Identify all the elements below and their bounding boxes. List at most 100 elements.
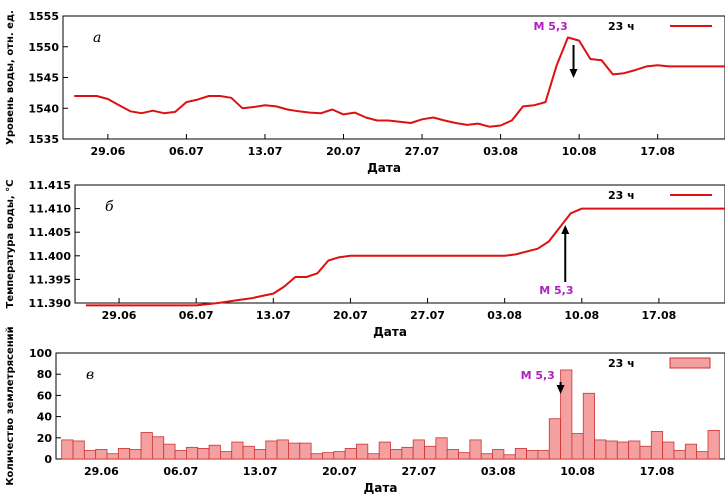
panel-letter: а (93, 30, 101, 46)
bar (344, 447, 357, 460)
y-tick-label: 20 (37, 432, 53, 445)
bar (151, 436, 165, 460)
y-tick-label: 100 (29, 347, 52, 360)
bar (480, 453, 493, 460)
bar (548, 418, 561, 460)
bar (333, 451, 346, 460)
bar (140, 432, 153, 460)
x-tick-label: 27.07 (405, 145, 440, 158)
x-tick-label: 17.08 (640, 465, 675, 478)
bar (163, 443, 176, 460)
bar (662, 441, 675, 460)
bar (560, 369, 573, 460)
x-tick-label: 20.07 (326, 145, 361, 158)
bar (684, 443, 698, 460)
y-tick-label: 1535 (28, 133, 59, 146)
annotation-label: M 5,3 (521, 369, 555, 382)
y-axis-label: Температура воды, °С (5, 179, 16, 308)
y-tick-label: 1555 (28, 10, 59, 23)
bar (367, 453, 380, 460)
bar (582, 392, 596, 460)
y-tick-label: 0 (44, 453, 52, 466)
bar (628, 440, 641, 460)
bar (390, 449, 403, 460)
series-line (74, 36, 725, 128)
annotation-label: M 5,3 (534, 20, 568, 33)
x-tick-label: 13.07 (243, 465, 278, 478)
bar (424, 445, 437, 460)
y-tick-label: 11.400 (29, 250, 72, 263)
bar (208, 444, 221, 460)
bar (571, 433, 584, 460)
x-tick-label: 10.08 (560, 465, 595, 478)
x-tick-label: 10.08 (562, 145, 597, 158)
bar (412, 439, 425, 460)
y-tick-label: 11.410 (29, 203, 72, 216)
x-tick-label: 17.08 (641, 309, 676, 322)
legend-label: 23 ч (608, 189, 635, 202)
y-tick-label: 11.395 (29, 273, 71, 286)
x-tick-label: 27.07 (401, 465, 436, 478)
legend-label: 23 ч (608, 357, 635, 370)
bar (605, 440, 618, 460)
bar (322, 452, 335, 460)
x-tick-label: 06.07 (163, 465, 198, 478)
y-tick-label: 40 (37, 411, 53, 424)
legend-swatch (669, 357, 711, 369)
bar (514, 447, 527, 460)
y-tick-label: 1545 (28, 72, 59, 85)
bar (356, 443, 369, 460)
x-axis-label: Дата (367, 161, 401, 175)
bar (435, 437, 448, 460)
y-tick-label: 80 (37, 368, 53, 381)
bar (594, 439, 607, 460)
bar (310, 453, 323, 460)
x-axis-label: Дата (364, 481, 398, 495)
annotation-arrowhead (569, 69, 578, 78)
bar (537, 450, 550, 460)
panel-1: 1535 1540 1545 1550 1555 29.06 06.07 13.07 20.07… (5, 10, 725, 175)
x-tick-label: 13.07 (248, 145, 283, 158)
bar (254, 449, 267, 460)
bar (378, 441, 391, 460)
bar (650, 431, 664, 460)
bar (242, 445, 255, 460)
bar (276, 439, 289, 460)
x-tick-label: 29.06 (90, 145, 125, 158)
y-tick-label: 11.415 (29, 179, 71, 192)
x-tick-label: 29.06 (102, 309, 137, 322)
series-line (86, 207, 725, 307)
bar (469, 439, 482, 460)
y-tick-label: 11.390 (29, 297, 72, 310)
bar (61, 439, 74, 460)
y-tick-label: 60 (37, 389, 53, 402)
x-tick-label: 03.08 (487, 309, 522, 322)
y-axis-label: Количество землетрясений (5, 326, 16, 485)
bar (616, 441, 630, 460)
x-tick-label: 10.08 (564, 309, 599, 322)
panel-letter: в (86, 367, 94, 383)
x-tick-label: 27.07 (410, 309, 445, 322)
panel-3: 0 20 40 60 80 100 29.06 06.07 13.07 20.07 27.07 03.… (5, 326, 725, 495)
x-tick-label: 20.07 (333, 309, 368, 322)
bar (95, 449, 108, 460)
bar (197, 447, 210, 460)
x-tick-label: 20.07 (322, 465, 357, 478)
annotation-arrowhead (561, 225, 570, 234)
bar (106, 453, 119, 460)
bar (401, 446, 414, 460)
panel-2: 11.390 11.395 11.400 11.405 11.410 11.415 29.0… (5, 179, 725, 339)
bar (185, 446, 199, 460)
x-axis-label: Дата (373, 325, 407, 339)
bar (174, 450, 187, 460)
legend-label: 23 ч (608, 20, 635, 33)
bar (72, 440, 85, 460)
x-tick-label: 29.06 (84, 465, 119, 478)
annotation-label: M 5,3 (539, 284, 573, 297)
x-tick-label: 13.07 (256, 309, 291, 322)
bar (673, 450, 686, 460)
bar (220, 451, 233, 460)
bar (503, 454, 516, 460)
bar (117, 447, 131, 460)
